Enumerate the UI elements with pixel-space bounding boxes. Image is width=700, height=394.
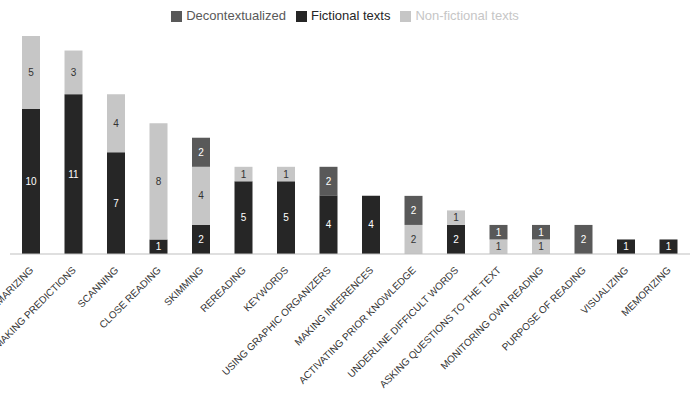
svg-text:2: 2: [326, 176, 332, 187]
svg-text:1: 1: [241, 169, 247, 180]
html-text:Fictional texts: Fictional texts: [311, 8, 391, 23]
svg-text:UNDERLINE DIFFICULT WORDS: UNDERLINE DIFFICULT WORDS: [345, 264, 461, 380]
svg-text:5: 5: [241, 212, 247, 223]
svg-text:PURPOSE OF READING: PURPOSE OF READING: [500, 264, 588, 352]
svg-text:2: 2: [198, 147, 204, 158]
svg-text:ASKING QUESTIONS TO THE TEXT: ASKING QUESTIONS TO THE TEXT: [377, 264, 503, 390]
svg-text:1: 1: [666, 241, 672, 252]
svg-text:4: 4: [368, 219, 374, 230]
svg-text:1: 1: [496, 241, 502, 252]
svg-text:1: 1: [623, 241, 629, 252]
svg-text:MAKING PREDICTIONS: MAKING PREDICTIONS: [8, 264, 78, 350]
svg-text:2: 2: [411, 234, 417, 245]
svg-text:1: 1: [496, 227, 502, 238]
svg-text:1: 1: [538, 241, 544, 252]
svg-text:1: 1: [453, 212, 459, 223]
svg-text:2: 2: [411, 205, 417, 216]
svg-text:1: 1: [283, 169, 289, 180]
svg-text:4: 4: [326, 219, 332, 230]
svg-text:USING GRAPHIC ORGANIZERS: USING GRAPHIC ORGANIZERS: [219, 264, 333, 378]
svg-text:2: 2: [581, 234, 587, 245]
svg-text:VISUALIZING: VISUALIZING: [578, 264, 631, 317]
svg-text:SKIMMING: SKIMMING: [162, 264, 206, 308]
svg-text:7: 7: [113, 198, 119, 209]
svg-text:ACTIVATING PRIOR KNOWLEDGE: ACTIVATING PRIOR KNOWLEDGE: [296, 264, 418, 386]
svg-text:MAKING INFERENCES: MAKING INFERENCES: [292, 264, 375, 347]
svg-text:11: 11: [68, 169, 79, 180]
svg-text:REREADING: REREADING: [198, 264, 248, 314]
svg-text:MONITORING OWN READING: MONITORING OWN READING: [438, 264, 546, 372]
svg-text:10: 10: [25, 176, 37, 187]
svg-text:8: 8: [156, 176, 162, 187]
svg-text:5: 5: [283, 212, 289, 223]
svg-text:KEYWORDS: KEYWORDS: [241, 264, 291, 314]
svg-text:4: 4: [198, 190, 204, 201]
svg-text:MEMORIZING: MEMORIZING: [619, 264, 673, 318]
svg-text:CLOSE READING: CLOSE READING: [97, 264, 163, 330]
html-text:Non-fictional texts: Non-fictional texts: [415, 8, 519, 23]
svg-text:1: 1: [538, 227, 544, 238]
html-text:Decontextualized: Decontextualized: [186, 8, 286, 23]
svg-text:3: 3: [71, 67, 77, 78]
svg-text:4: 4: [113, 118, 119, 129]
svg-text:5: 5: [28, 67, 34, 78]
svg-text:1: 1: [156, 241, 162, 252]
svg-text:SCANNING: SCANNING: [75, 264, 120, 309]
svg-text:2: 2: [453, 234, 459, 245]
svg-text:2: 2: [198, 234, 204, 245]
